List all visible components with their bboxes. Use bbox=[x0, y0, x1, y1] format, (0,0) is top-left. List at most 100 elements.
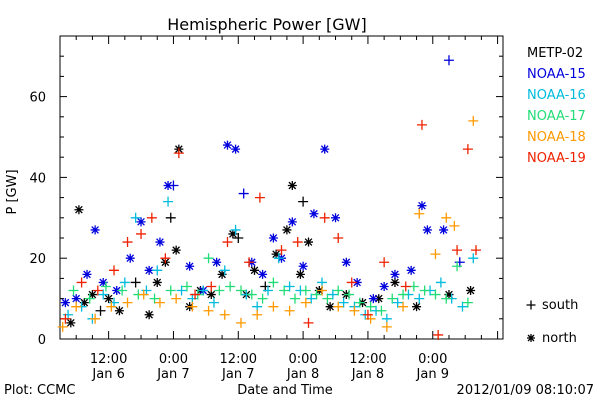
data-point-south bbox=[225, 281, 236, 292]
data-point-south bbox=[71, 301, 82, 312]
data-point-south bbox=[354, 297, 365, 308]
data-point-south bbox=[106, 301, 117, 312]
data-point-south bbox=[398, 301, 409, 312]
data-point-north bbox=[352, 277, 362, 287]
data-point-south bbox=[219, 265, 230, 276]
legend-entry: NOAA-15 bbox=[527, 67, 586, 82]
data-point-north bbox=[212, 257, 222, 267]
data-point-south bbox=[214, 285, 225, 296]
data-point-south bbox=[306, 293, 317, 304]
data-point-north bbox=[206, 290, 216, 300]
data-point-north bbox=[258, 269, 268, 279]
data-point-south bbox=[138, 289, 149, 300]
data-point-north bbox=[112, 286, 122, 296]
chart-title: Hemispheric Power [GW] bbox=[167, 15, 366, 34]
data-point-south bbox=[268, 277, 279, 288]
x-tick-time-label: 0:00 bbox=[289, 352, 318, 367]
marker-legend-label: north bbox=[542, 331, 577, 346]
data-point-north bbox=[439, 225, 449, 235]
y-tick-label: 60 bbox=[29, 91, 46, 106]
data-point-south bbox=[252, 309, 263, 320]
data-point-north bbox=[325, 302, 335, 312]
data-point-south bbox=[130, 212, 141, 223]
data-point-south bbox=[238, 188, 249, 199]
data-point-south bbox=[181, 281, 192, 292]
data-point-south bbox=[257, 293, 268, 304]
data-point-south bbox=[235, 285, 246, 296]
data-point-south bbox=[208, 297, 219, 308]
data-point-south bbox=[90, 313, 101, 324]
data-point-south bbox=[122, 297, 133, 308]
data-point-north bbox=[114, 306, 124, 316]
plot-credit: Plot: CCMC bbox=[4, 383, 75, 398]
data-point-south bbox=[146, 212, 157, 223]
data-points bbox=[57, 55, 481, 340]
data-point-south bbox=[398, 289, 409, 300]
y-axis-ticks: 0 20 40 60 bbox=[29, 35, 503, 348]
data-point-south bbox=[433, 329, 444, 340]
data-point-south bbox=[300, 285, 311, 296]
marker-legend: south north bbox=[526, 298, 578, 346]
data-point-south bbox=[303, 317, 314, 328]
x-tick-date-label: Jan 8 bbox=[286, 367, 319, 382]
x-tick-date-label: Jan 7 bbox=[221, 367, 254, 382]
data-point-south bbox=[176, 285, 187, 296]
data-point-south bbox=[365, 301, 376, 312]
data-point-south bbox=[468, 115, 479, 126]
data-point-south bbox=[376, 305, 387, 316]
x-tick-time-label: 12:00 bbox=[90, 352, 127, 367]
data-point-north bbox=[287, 217, 297, 227]
data-point-north bbox=[368, 294, 378, 304]
data-point-north bbox=[271, 249, 281, 259]
series-noaa-17 bbox=[68, 253, 473, 316]
data-point-south bbox=[60, 313, 71, 324]
data-point-north bbox=[79, 298, 89, 308]
data-point-south bbox=[441, 293, 452, 304]
data-point-south bbox=[392, 297, 403, 308]
data-point-south bbox=[203, 305, 214, 316]
data-point-south bbox=[319, 212, 330, 223]
data-point-north bbox=[390, 269, 400, 279]
data-point-north bbox=[104, 294, 114, 304]
data-point-north bbox=[444, 290, 454, 300]
x-axis-label: Date and Time bbox=[237, 383, 333, 398]
data-point-north bbox=[163, 180, 173, 190]
data-point-south bbox=[68, 285, 79, 296]
data-point-south bbox=[152, 265, 163, 276]
data-point-south bbox=[379, 257, 390, 268]
data-point-south bbox=[279, 285, 290, 296]
data-point-north bbox=[298, 261, 308, 271]
data-point-south bbox=[526, 300, 536, 310]
data-point-south bbox=[57, 321, 68, 332]
data-point-north bbox=[374, 294, 384, 304]
data-point-north bbox=[287, 180, 297, 190]
legend-entry: NOAA-18 bbox=[527, 130, 586, 145]
data-point-south bbox=[219, 309, 230, 320]
data-point-south bbox=[333, 301, 344, 312]
data-point-north bbox=[144, 265, 154, 275]
x-tick-date-label: Jan 7 bbox=[156, 367, 189, 382]
data-point-north bbox=[295, 269, 305, 279]
data-point-south bbox=[160, 253, 171, 264]
data-point-north bbox=[304, 237, 314, 247]
data-point-south bbox=[333, 233, 344, 243]
data-point-south bbox=[400, 281, 411, 292]
legend: METP-02 NOAA-15 NOAA-16 NOAA-17 NOAA-18 NOAA-… bbox=[527, 46, 586, 166]
data-point-south bbox=[154, 297, 165, 308]
data-point-north bbox=[309, 209, 319, 219]
data-point-south bbox=[292, 237, 303, 248]
data-point-north bbox=[155, 237, 165, 247]
y-tick-label: 20 bbox=[29, 252, 46, 267]
y-tick-label: 40 bbox=[29, 171, 46, 186]
data-point-south bbox=[222, 237, 233, 248]
data-point-south bbox=[262, 285, 273, 296]
data-point-north bbox=[125, 253, 135, 263]
data-point-south bbox=[311, 289, 322, 300]
series-noaa-18 bbox=[57, 115, 479, 332]
data-point-south bbox=[462, 297, 473, 308]
data-point-south bbox=[381, 321, 392, 332]
x-tick-time-label: 0:00 bbox=[418, 352, 447, 367]
data-point-south bbox=[119, 277, 130, 288]
data-point-south bbox=[430, 249, 441, 260]
